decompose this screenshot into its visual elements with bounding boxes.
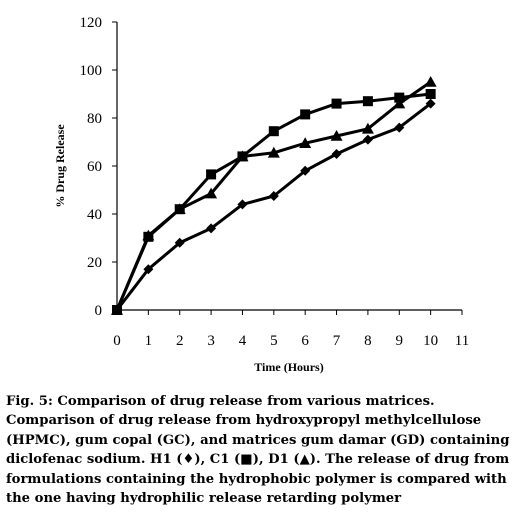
x-tick-label: 0 [113,333,121,349]
y-tick-label: 100 [80,63,103,79]
data-point-d1 [267,146,280,158]
y-tick-label: 120 [80,15,103,31]
data-point-h1 [268,191,279,201]
y-tick-label: 20 [87,255,102,271]
x-tick-label: 6 [301,333,309,349]
y-tick-label: 0 [95,303,103,319]
caption-line: (HPMC), gum copal (GC), and matrices gum… [6,432,510,448]
data-point-d1 [205,187,218,199]
data-point-d1 [173,203,186,214]
x-tick-label: 5 [270,333,278,349]
data-point-h1 [143,264,154,275]
data-point-c1 [268,126,279,137]
chart-axes [116,22,462,311]
data-point-d1 [299,137,312,148]
x-axis-title: Time (Hours) [254,360,323,374]
drug-release-line-chart: 0 1 2 3 4 5 6 7 8 9 10 11 0 20 40 60 80 100 120 Time (Hour… [53,15,470,374]
data-point-h1 [300,165,311,176]
data-point-c1 [362,96,373,107]
x-tick-label: 9 [396,333,404,349]
data-point-c1 [206,169,217,180]
data-point-d1 [361,122,374,134]
data-point-d1 [236,150,249,162]
data-point-d1 [393,97,406,109]
caption-line: Comparison of drug release from hydroxyp… [6,413,482,429]
data-point-h1 [174,237,185,248]
data-point-h1 [331,149,342,159]
caption-line: formulations containing the hydrophobic … [6,471,507,487]
data-point-h1 [394,122,405,133]
x-tick-label: 7 [333,333,341,349]
data-point-d1 [330,130,343,141]
y-tick-label: 60 [87,159,102,175]
y-axis-title: % Drug Release [53,124,67,208]
chart-ticks: 0 1 2 3 4 5 6 7 8 9 10 11 0 20 40 60 80 100 120 [80,15,470,349]
x-tick-label: 3 [207,333,215,349]
x-tick-label: 4 [239,333,247,349]
x-tick-label: 8 [364,333,372,349]
y-tick-label: 40 [87,207,102,223]
data-point-c1 [331,98,342,109]
data-point-h1 [237,199,248,210]
x-tick-label: 11 [455,333,469,349]
x-tick-label: 10 [423,333,438,349]
chart-series [111,76,437,315]
data-point-c1 [425,89,436,99]
figure-caption: Fig. 5: Comparison of drug release from … [6,392,520,508]
data-point-h1 [206,223,217,234]
data-point-d1 [111,304,123,315]
data-point-d1 [142,229,155,241]
data-point-d1 [424,76,437,87]
data-point-h1 [362,134,373,145]
data-point-h1 [425,98,436,109]
caption-line: diclofenac sodium. H1 (♦), C1 (■), D1 (▲… [6,452,510,468]
x-tick-label: 1 [145,333,153,349]
x-tick-label: 2 [176,333,184,349]
data-point-c1 [300,109,311,120]
caption-line: the one having hydrophilic release retar… [6,491,402,507]
caption-line: Fig. 5: Comparison of drug release from … [6,394,435,409]
y-tick-label: 80 [87,111,102,127]
